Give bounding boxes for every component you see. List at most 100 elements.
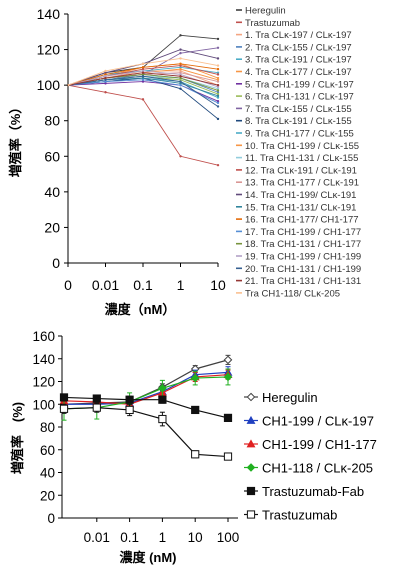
top-chart-series <box>66 57 220 87</box>
top-chart-legend-label: 11. Tra CH1-131 / CLκ-155 <box>245 153 358 164</box>
bottom-chart-data-point <box>223 355 233 365</box>
top-chart-y-tick-label: 140 <box>37 6 61 22</box>
top-chart-series <box>66 75 220 108</box>
bottom-chart-x-axis-label: 濃度 (nM) <box>119 550 176 565</box>
bottom-chart-series-line <box>63 374 229 405</box>
bottom-chart-data-point <box>191 450 200 459</box>
bottom-chart-x-tick-label: 100 <box>217 530 240 545</box>
top-chart-data-point <box>216 89 220 92</box>
bottom-chart-legend-label: Trastuzumab-Fab <box>262 484 364 499</box>
bottom-chart-y-tick-label: 0 <box>47 511 55 526</box>
top-chart-data-point <box>179 75 182 78</box>
top-chart-legend-label: Trastuzumab <box>245 18 300 29</box>
bottom-chart-x-tick-label: 0.1 <box>120 530 139 545</box>
top-chart-data-point <box>216 94 220 98</box>
top-chart-data-point <box>179 57 182 60</box>
top-chart-data-point <box>104 71 107 74</box>
bottom-chart-axes <box>61 336 238 519</box>
bottom-chart-data-point <box>92 394 101 403</box>
bottom-chart-ticks: 0 20 40 60 80 100 120 140 160 0.01 0.1 1 10 100 <box>32 329 239 545</box>
top-chart-data-point <box>216 80 220 83</box>
top-chart-data-point <box>104 91 107 94</box>
top-chart-legend-label: 15. Tra CH1-131/ CLκ-191 <box>245 202 356 213</box>
top-chart-data-point <box>104 69 107 73</box>
bottom-chart-data-point <box>223 413 233 422</box>
top-chart-data-point <box>179 155 182 158</box>
bottom-chart-series-line <box>63 396 229 419</box>
top-chart-data-point <box>141 67 145 71</box>
top-chart-x-tick-label: 0 <box>64 277 72 293</box>
top-chart-series <box>66 83 220 167</box>
bottom-chart-data-point <box>223 372 233 382</box>
top-chart-y-axis-label: 増殖率（%） <box>8 101 23 178</box>
bottom-chart-data-point <box>246 439 256 448</box>
bottom-chart-data-point <box>158 414 167 424</box>
top-chart-data-point <box>141 62 145 65</box>
top-chart-legend-label: Tra CH1-118/ CLκ-205 <box>245 288 340 299</box>
top-chart-x-tick-label: 1 <box>177 277 185 293</box>
top-chart-data-point <box>216 78 220 82</box>
bottom-chart-data-point <box>158 384 167 393</box>
top-chart-data-point <box>141 71 145 74</box>
top-chart-data-point <box>216 92 220 96</box>
bottom-chart-y-tick-label: 40 <box>40 466 55 481</box>
top-chart-legend-label: 10. Tra CH1-199 / CLκ-155 <box>245 141 359 152</box>
bottom-chart-legend-item: CH1-199 / CH1-177 <box>244 437 377 452</box>
bottom-chart-series <box>59 354 233 461</box>
top-chart-legend-label: 3. Tra CLκ-191 / CLκ-197 <box>245 55 352 66</box>
bottom-chart-data-point <box>59 393 69 402</box>
top-chart-ticks: 0 20 40 60 80 100 120 140 0 0.01 0.1 1 10 <box>37 6 226 293</box>
bottom-chart-y-tick-label: 140 <box>32 352 55 367</box>
top-chart-data-point <box>179 51 182 55</box>
top-chart-data-point <box>104 73 107 76</box>
bottom-chart-data-point <box>92 403 101 412</box>
bottom-chart-data-point <box>246 486 256 496</box>
top-chart-data-point <box>216 76 220 80</box>
top-chart-data-point <box>104 75 107 78</box>
top-chart-data-point <box>179 78 182 82</box>
top-chart-legend-label: 19. Tra CH1-199 / CH1-199 <box>245 252 361 263</box>
top-chart-y-tick-label: 0 <box>52 255 60 271</box>
top-chart-data-point <box>141 80 145 83</box>
bottom-chart-data-point <box>125 395 134 404</box>
top-chart-data-point <box>216 67 220 71</box>
top-chart-legend-label: 2. Tra CLκ-155 / CLκ-197 <box>245 42 352 53</box>
top-chart-y-tick-label: 80 <box>44 113 60 129</box>
top-chart-legend-label: 8. Tra CLκ-191 / CLκ-155 <box>245 116 352 127</box>
top-chart-data-point <box>216 96 220 99</box>
top-chart-legend-label: 13. Tra CH1-177 / CLκ-191 <box>245 178 359 189</box>
top-chart-data-point <box>216 83 220 87</box>
top-chart-data-point <box>104 78 107 82</box>
top-chart-y-tick-label: 40 <box>44 184 60 200</box>
bottom-chart-series <box>59 402 233 461</box>
bottom-chart-legend-item: CH1-199 / CLκ-197 <box>244 414 374 429</box>
bottom-chart-legend-label: Trastuzumab <box>262 508 337 523</box>
top-chart-data-point <box>216 91 220 94</box>
top-chart-y-tick-label: 120 <box>37 42 61 58</box>
top-chart-data-point <box>179 80 182 83</box>
top-chart-data-point <box>104 82 107 85</box>
top-chart-data-point <box>216 163 220 167</box>
top-chart-data-point <box>179 69 182 73</box>
top-chart-legend-label: 12. Tra CLκ-191 / CLκ-191 <box>245 165 357 176</box>
top-chart-series <box>66 34 220 167</box>
bottom-chart-legend-label: CH1-199 / CH1-177 <box>262 437 377 452</box>
top-chart-legend-label: 21. Tra CH1-131 / CH1-131 <box>245 276 361 287</box>
bottom-chart-data-point <box>190 373 200 383</box>
top-chart-data-point <box>141 76 145 80</box>
bottom-chart-data-point <box>246 510 256 519</box>
top-chart-y-tick-label: 100 <box>37 77 61 93</box>
bottom-chart-data-point <box>158 395 167 404</box>
bottom-chart-legend-item: Trastuzumab-Fab <box>244 484 364 499</box>
top-chart-data-point <box>216 46 220 49</box>
top-chart-data-point <box>141 98 145 101</box>
top-chart-data-point <box>216 105 220 108</box>
top-chart-data-point <box>216 87 220 90</box>
bottom-chart-series-line <box>64 371 229 405</box>
top-chart-data-point <box>216 101 220 105</box>
top-chart-x-tick-label: 0.1 <box>133 277 153 293</box>
top-chart-data-point <box>179 73 182 76</box>
top-chart-y-tick-label: 60 <box>44 148 60 164</box>
